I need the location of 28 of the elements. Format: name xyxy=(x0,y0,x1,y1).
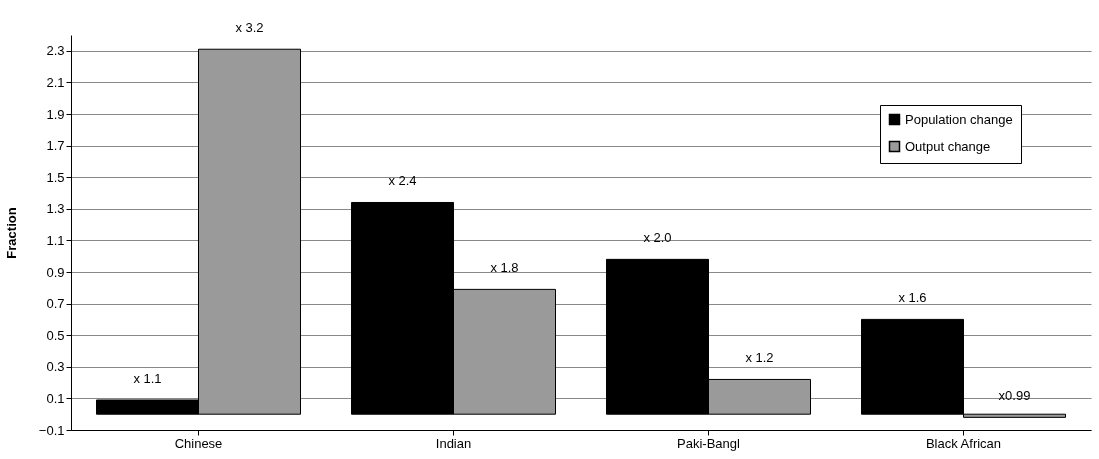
x-tick-label: Paki-Bangl xyxy=(677,435,741,451)
x-tick-label: Black African xyxy=(925,435,1002,451)
data-label: x 2.0 xyxy=(643,230,672,246)
y-tick-label: 0.1 xyxy=(46,390,65,406)
data-label: x 1.6 xyxy=(898,290,927,306)
data-label: x 1.8 xyxy=(490,260,519,276)
y-tick-label: 0.9 xyxy=(46,264,65,280)
legend-label: Population change xyxy=(905,111,1013,127)
x-tick-label: Chinese xyxy=(174,435,223,451)
y-tick-label: 1.5 xyxy=(46,169,65,185)
y-axis-title: Fraction xyxy=(3,207,19,259)
legend-label: Output change xyxy=(905,138,991,154)
y-tick-label: 1.1 xyxy=(46,232,65,248)
data-label: x 3.2 xyxy=(235,20,264,36)
y-tick-label: 1.3 xyxy=(46,201,65,217)
y-tick-label: 0.5 xyxy=(46,327,65,343)
data-label: x0.99 xyxy=(998,388,1031,404)
y-tick-label: 1.9 xyxy=(46,106,65,122)
y-tick-label: 0.3 xyxy=(46,359,65,375)
data-label: x 1.1 xyxy=(133,370,162,386)
y-tick-label: −0.1 xyxy=(38,422,65,438)
x-tick-label: Indian xyxy=(435,435,472,451)
data-label: x 1.2 xyxy=(745,350,774,366)
y-tick-label: 1.7 xyxy=(46,138,65,154)
y-tick-label: 0.7 xyxy=(46,296,65,312)
y-tick-label: 2.1 xyxy=(46,74,65,90)
y-tick-label: 2.3 xyxy=(46,43,65,59)
data-label: x 2.4 xyxy=(388,173,417,189)
